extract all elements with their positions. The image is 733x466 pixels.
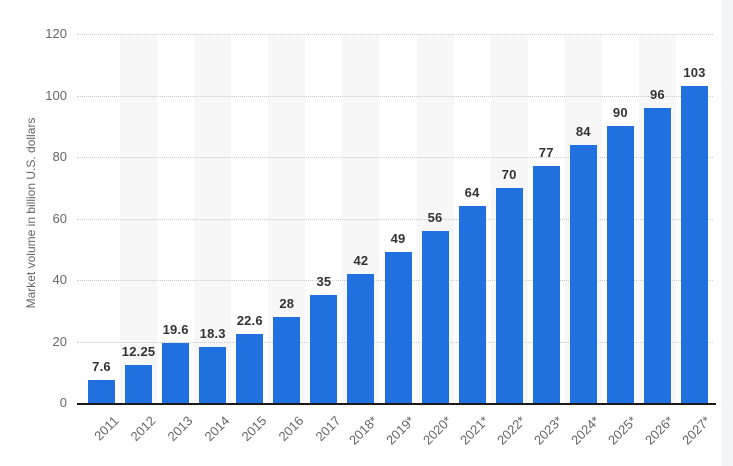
- bar-value-label: 96: [649, 86, 665, 102]
- x-tick-label: 2011: [90, 413, 122, 444]
- x-tick-label: 2017: [312, 413, 344, 445]
- y-tick-label: 60: [52, 210, 67, 226]
- x-tick-label: 2023*: [531, 413, 566, 448]
- bar-2015[interactable]: [236, 333, 264, 403]
- y-tick-label: 40: [52, 272, 67, 287]
- bar-value-label: 64: [464, 185, 480, 201]
- bar-value-label: 7.6: [92, 358, 111, 374]
- x-tick-label: 2021*: [457, 413, 492, 448]
- y-tick-label: 80: [52, 149, 67, 164]
- bar-2023*[interactable]: [532, 166, 560, 403]
- x-tick-label: 2027*: [679, 413, 715, 448]
- bar-value-label: 19.6: [162, 321, 189, 337]
- bar-2022*[interactable]: [495, 187, 523, 403]
- x-tick-label: 2026*: [642, 413, 678, 448]
- gridline: [77, 34, 713, 35]
- bar-2016[interactable]: [273, 316, 301, 403]
- bar-value-label: 18.3: [199, 325, 226, 341]
- bar-2021*[interactable]: [458, 206, 486, 403]
- y-tick-label: 20: [52, 333, 67, 349]
- gridline: [77, 157, 713, 158]
- bar-value-label: 70: [501, 166, 517, 182]
- bar-2019*[interactable]: [384, 252, 412, 403]
- vertical-scrollbar-track[interactable]: [722, 0, 733, 466]
- bar-2012[interactable]: [125, 365, 153, 403]
- x-tick-label: 2019*: [382, 413, 418, 448]
- x-tick-label: 2018*: [345, 413, 381, 448]
- bar-value-label: 77: [538, 145, 554, 161]
- bar-value-label: 12.25: [121, 344, 156, 360]
- bar-value-label: 28: [279, 295, 295, 311]
- bar-2014[interactable]: [199, 346, 227, 403]
- x-tick-label: 2014: [201, 413, 233, 445]
- bar-value-label: 56: [427, 209, 443, 225]
- bar-value-label: 49: [390, 231, 406, 247]
- x-tick-label: 2020*: [420, 413, 455, 448]
- bar-2013[interactable]: [162, 342, 190, 403]
- gridline: [77, 218, 713, 220]
- bar-2024*[interactable]: [569, 144, 597, 403]
- bar-2011[interactable]: [88, 379, 116, 403]
- x-tick-label: 2025*: [605, 413, 640, 448]
- bar-2026*[interactable]: [643, 107, 671, 403]
- bar-2020*[interactable]: [421, 230, 449, 403]
- bar-value-label: 42: [353, 252, 369, 268]
- x-tick-label: 2024*: [568, 413, 603, 448]
- bar-value-label: 103: [683, 65, 706, 81]
- gridline: [77, 95, 713, 97]
- x-tick-label: 2015: [238, 413, 270, 445]
- y-tick-label: 120: [45, 26, 67, 41]
- bar-value-label: 90: [612, 105, 628, 121]
- bar-value-label: 35: [316, 274, 332, 290]
- bar-value-label: 84: [575, 123, 591, 139]
- x-axis-line: [77, 403, 716, 405]
- x-tick-label: 2016: [275, 413, 307, 445]
- bar-2018*[interactable]: [347, 273, 375, 403]
- bar-2027*[interactable]: [680, 86, 708, 403]
- bar-2025*[interactable]: [606, 126, 634, 403]
- y-tick-label: 0: [59, 395, 67, 410]
- x-tick-label: 2013: [164, 413, 196, 445]
- x-tick-label: 2022*: [494, 413, 529, 448]
- y-tick-label: 100: [45, 87, 67, 103]
- bar-value-label: 22.6: [236, 312, 263, 328]
- bar-2017[interactable]: [310, 295, 338, 403]
- x-tick-label: 2012: [127, 413, 159, 445]
